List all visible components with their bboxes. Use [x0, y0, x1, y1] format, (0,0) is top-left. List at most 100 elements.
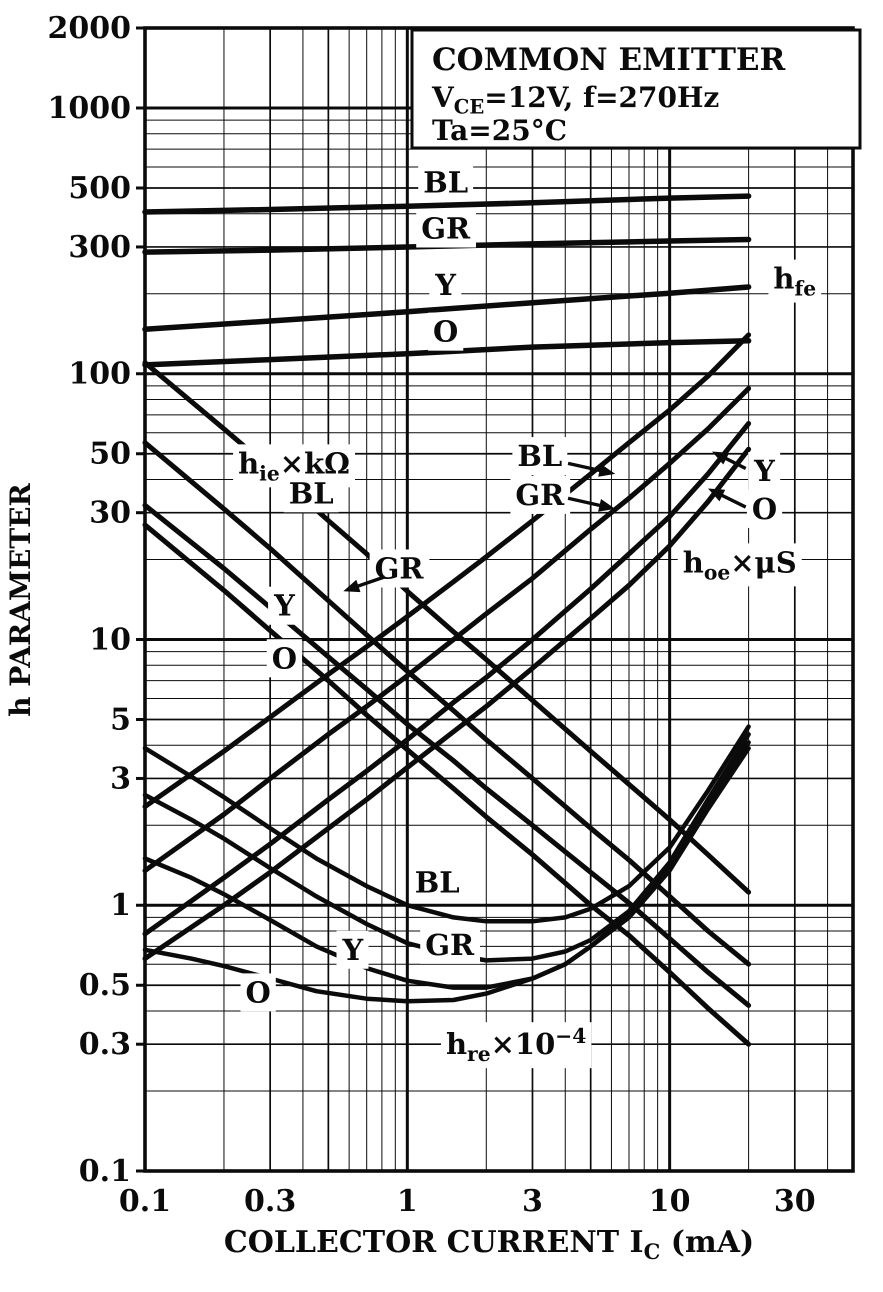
curve-label-text-hie-BL: BL [289, 476, 334, 510]
curve-label-hre-GR: GR [420, 925, 480, 964]
curve-label-bg-hie-Y [268, 586, 301, 625]
curve-label-text-hre-Y: Y [342, 933, 364, 967]
curve-label-bg-hoe-GR [510, 475, 571, 514]
curve-label-text-hie-GR: GR [375, 551, 425, 585]
y-tick-label-1: 1 [110, 888, 131, 923]
x-tick-label-10: 10 [649, 1184, 691, 1219]
y-tick-label-30: 30 [89, 496, 131, 531]
x-tick-label-1: 1 [397, 1184, 418, 1219]
curve-hre-BL [142, 724, 751, 924]
chart-conditions-1: VCE=12V, f=270Hz [431, 81, 719, 119]
y-tick-label-10: 10 [89, 622, 131, 657]
curve-label-bg-hfe-BL [418, 163, 474, 202]
curve-label-text-hfe-BL: BL [423, 165, 468, 199]
arrow-head-icon [598, 499, 616, 512]
curve-label-text-hre-GR: GR [425, 928, 475, 962]
curve-hfe-Y [142, 284, 752, 333]
curve-label-bg-hfe-O [428, 312, 464, 351]
y-tick-label-0.5: 0.5 [79, 968, 131, 1003]
curve-label-hie-Y: Y [268, 586, 301, 625]
y-axis-title: h PARAMETER [4, 482, 37, 716]
curve-label-hie-GR: GR [369, 549, 430, 588]
curve-label-text-hre-BL: BL [415, 865, 460, 899]
curve-label-hfe-caption: hfe [768, 259, 822, 303]
curve-label-bg-hie-GR [369, 549, 430, 588]
arrow-head-icon [598, 464, 616, 477]
curve-hfe-O [142, 338, 752, 368]
axis-ticks: 2000 1000 500 300 100 50 30 10 5 3 1 0.5 0.3 0.10.1 0.… [48, 11, 816, 1219]
curve-hfe-BL [142, 193, 752, 215]
arrow-head-icon [343, 579, 361, 593]
curve-label-hoe-caption: hoe×μS [677, 543, 802, 587]
curve-label-bg-hoe-Y [748, 452, 781, 491]
y-tick-label-500: 500 [68, 171, 131, 206]
curve-labels: BLGRYOhfehie×kΩBLGRYOBLGRYOhoe×μSBLGRYOh… [233, 163, 822, 1069]
plot-frame [143, 26, 855, 1173]
curve-label-hie-BL: BL [283, 474, 339, 513]
curve-label-hfe-BL: BL [418, 163, 474, 202]
title-box-frame [410, 28, 862, 150]
curve-label-hoe-Y: Y [748, 452, 781, 491]
y-tick-label-0.3: 0.3 [79, 1027, 131, 1062]
curve-label-text-hie-O: O [272, 641, 297, 675]
curve-label-bg-hie-O [266, 639, 303, 678]
y-tick-label-100: 100 [68, 357, 131, 392]
curve-label-text-hre-caption: hre×10−4 [446, 1024, 586, 1066]
curve-label-hfe-Y: Y [429, 265, 462, 304]
curve-label-text-hre-O: O [246, 975, 271, 1009]
curve-label-hoe-GR: GR [510, 475, 571, 514]
curve-label-hoe-O: O [746, 489, 783, 528]
curve-label-text-hfe-caption: hfe [773, 262, 816, 301]
y-tick-label-0.1: 0.1 [79, 1154, 131, 1189]
curve-label-text-hie-Y: Y [273, 589, 295, 623]
curve-hie-O [142, 522, 752, 1047]
curve-label-text-hfe-Y: Y [434, 268, 456, 302]
curve-label-bg-hfe-Y [429, 265, 462, 304]
chart-conditions-2: Ta=25°C [432, 114, 567, 147]
curve-label-hre-O: O [240, 973, 276, 1012]
curve-hoe-BL [142, 332, 752, 810]
arrow-head-icon [712, 451, 730, 465]
y-tick-label-50: 50 [89, 437, 131, 472]
curve-label-text-hfe-O: O [433, 315, 458, 349]
curve-label-hfe-O: O [428, 312, 464, 351]
curve-hre-O [142, 745, 751, 1004]
curve-label-text-hoe-O: O [752, 492, 777, 526]
curve-label-bg-hre-BL [409, 863, 465, 902]
x-tick-label-3: 3 [522, 1184, 543, 1219]
curve-label-bg-hfe-GR [416, 209, 476, 248]
curve-label-hfe-GR: GR [416, 209, 476, 248]
curve-label-text-hfe-GR: GR [421, 212, 471, 246]
annotation-arrow-hoe-O-arrow [708, 488, 747, 509]
curve-label-bg-hoe-caption [677, 543, 802, 587]
curve-label-bg-hoe-BL [512, 437, 568, 476]
curve-label-bg-hre-Y [336, 930, 369, 969]
curve-label-text-hoe-caption: hoe×μS [683, 545, 797, 584]
y-tick-label-3: 3 [110, 761, 131, 796]
y-tick-label-5: 5 [110, 702, 131, 737]
annotation-arrow-hoe-BL-arrow [567, 461, 616, 477]
curve-label-hoe-BL: BL [512, 437, 568, 476]
x-tick-label-30: 30 [774, 1184, 816, 1219]
x-axis-title: COLLECTOR CURRENT IC (mA) [224, 1225, 754, 1264]
curve-hoe-GR [142, 386, 752, 874]
annotation-arrow-hoe-GR-arrow [567, 496, 616, 512]
curve-label-bg-hoe-O [746, 489, 783, 528]
x-tick-label-0.3: 0.3 [244, 1184, 296, 1219]
curve-label-bg-hre-caption [440, 1022, 592, 1069]
curve-label-bg-hie-BL [283, 474, 339, 513]
curve-label-text-hoe-BL: BL [517, 439, 562, 473]
annotation-arrow-hoe-Y-arrow [712, 451, 747, 471]
curve-label-bg-hre-GR [420, 925, 480, 964]
chart-title: COMMON EMITTER [432, 42, 786, 78]
curve-hoe-O [142, 446, 752, 962]
curve-label-hie-O: O [266, 639, 303, 678]
curve-hie-GR [142, 440, 752, 967]
curve-label-hre-caption: hre×10−4 [440, 1022, 592, 1069]
curve-label-bg-hfe-caption [768, 259, 822, 303]
x-tick-label-0.1: 0.1 [119, 1184, 171, 1219]
curve-label-hre-BL: BL [409, 863, 465, 902]
